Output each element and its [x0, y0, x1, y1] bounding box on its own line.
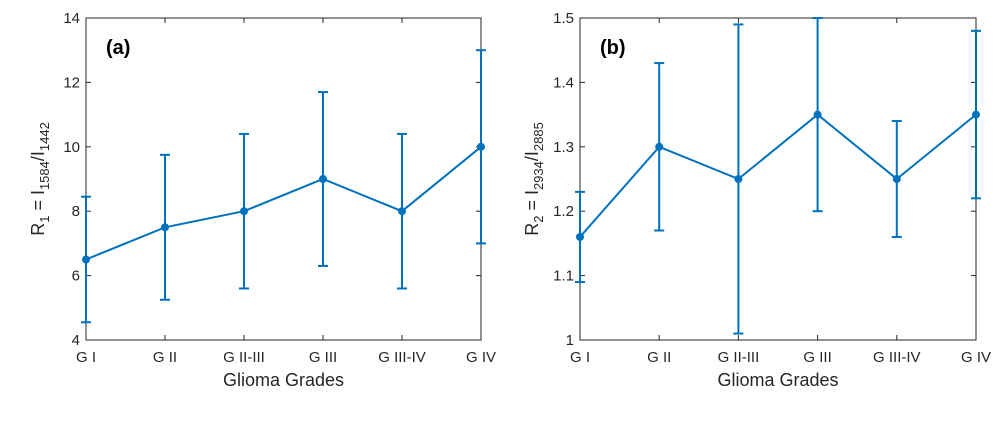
y-axis-title-subscript: 2	[531, 216, 546, 223]
y-axis-title-part: R	[522, 223, 542, 236]
y-tick-label: 12	[63, 74, 80, 91]
x-tick-label: G IV	[961, 349, 991, 366]
y-tick-label: 14	[63, 10, 80, 27]
data-point	[398, 207, 406, 216]
x-tick-label: G III-IV	[378, 349, 426, 366]
y-axis-title-subscript: 2934	[531, 161, 546, 190]
panel-label: (a)	[106, 37, 130, 59]
panel-label: (b)	[600, 37, 626, 59]
x-tick-label: G II	[647, 349, 671, 366]
chart-panel-b: 1 1.1 1.2 1.3 1.4 1.5 G I G II G II-III G III G II…	[510, 0, 1004, 425]
y-tick-label: 1.5	[553, 10, 574, 27]
x-axis-title: Glioma Grades	[223, 370, 344, 390]
data-point	[161, 223, 169, 232]
x-tick-label: G III-IV	[873, 349, 921, 366]
y-axis-title-subscript: 1	[37, 216, 52, 223]
plot-area-frame	[85, 17, 482, 341]
y-axis-title-part: /I	[522, 151, 542, 161]
y-tick-label: 6	[72, 268, 80, 285]
y-axis-title-part: /I	[28, 151, 48, 161]
chart-panel-a: 4 6 8 10 12 14 G I G II G II-III G III G III-IV G I…	[0, 0, 500, 425]
data-point	[813, 110, 822, 119]
x-tick-label: G III	[309, 349, 337, 366]
x-tick-label: G II	[153, 349, 177, 366]
y-axis-title: R2 = I2934/I2885	[522, 122, 546, 236]
y-axis-title-part: = I	[522, 190, 542, 216]
y-tick-label: 8	[72, 203, 80, 220]
y-tick-label: 1.1	[553, 268, 574, 285]
y-tick-label: 10	[63, 139, 80, 156]
y-tick-label: 1.4	[553, 74, 574, 91]
data-point	[734, 175, 743, 183]
y-axis-title-subscript: 1442	[37, 122, 52, 151]
data-point	[576, 232, 584, 241]
data-point	[892, 175, 901, 183]
y-tick-label: 4	[72, 332, 80, 349]
chart-b-svg: 1 1.1 1.2 1.3 1.4 1.5 G I G II G II-III G III G II…	[522, 10, 991, 390]
y-tick-label: 1.2	[553, 203, 574, 220]
x-tick-label: G II-III	[718, 349, 760, 366]
data-point	[82, 255, 90, 264]
x-tick-label: G IV	[466, 349, 496, 366]
series-line	[579, 113, 977, 238]
y-axis-title-part: R	[28, 223, 48, 236]
plot-area-frame	[579, 17, 977, 341]
y-axis-title: R1 = I1584/I1442	[28, 122, 52, 236]
x-tick-label: G III	[803, 349, 831, 366]
data-point	[477, 142, 485, 151]
data-point	[319, 175, 327, 183]
y-axis-title-subscript: 2885	[531, 122, 546, 151]
series-line	[85, 146, 482, 261]
x-tick-label: G II-III	[223, 349, 265, 366]
y-axis-title-part: = I	[28, 190, 48, 216]
y-tick-label: 1	[566, 332, 574, 349]
data-point	[240, 207, 248, 216]
x-axis-title: Glioma Grades	[717, 370, 838, 390]
y-tick-label: 1.3	[553, 139, 574, 156]
x-tick-label: G I	[76, 349, 96, 366]
data-point	[972, 110, 980, 119]
data-point	[655, 142, 664, 151]
chart-a-svg: 4 6 8 10 12 14 G I G II G II-III G III G III-IV G I…	[28, 10, 496, 390]
x-tick-label: G I	[570, 349, 590, 366]
y-axis-title-subscript: 1584	[37, 161, 52, 190]
